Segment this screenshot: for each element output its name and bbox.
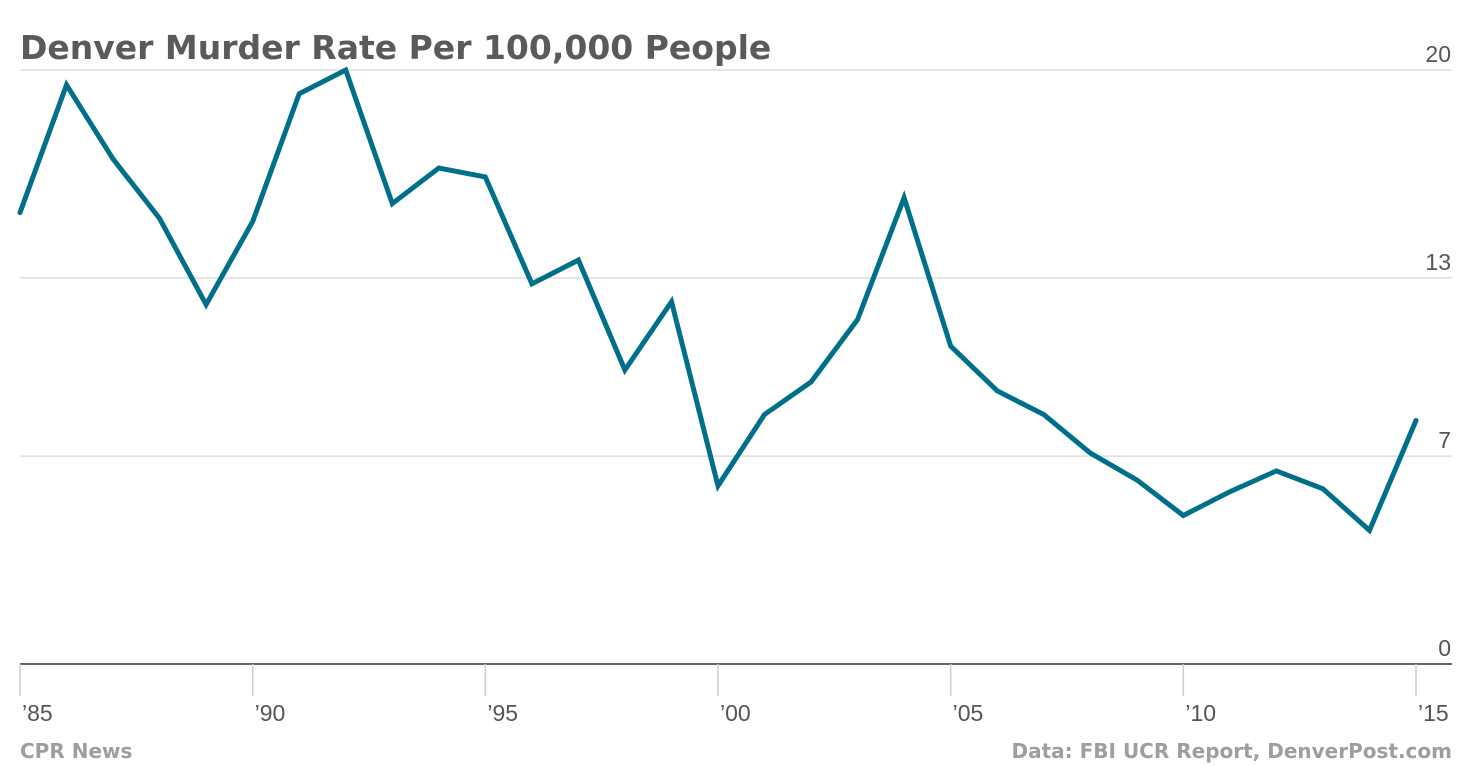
y-tick-label-20: 20 — [1425, 41, 1451, 67]
x-tick-label-2000: ’00 — [720, 700, 751, 726]
x-tick-label-1990: ’90 — [255, 700, 286, 726]
x-tick-label-2005: ’05 — [953, 700, 984, 726]
x-tick-label-1995: ’95 — [487, 700, 518, 726]
y-tick-label-7: 7 — [1438, 427, 1451, 453]
x-axis-ticks: ’85 ’90 ’95 ’00 ’05 ’10 ’15 — [19, 664, 1449, 726]
source-text: Data: FBI UCR Report, DenverPost.com — [1012, 739, 1452, 763]
x-tick-label-2010: ’10 — [1185, 700, 1216, 726]
y-tick-label-0: 0 — [1438, 635, 1451, 661]
credit-text: CPR News — [20, 739, 132, 763]
y-tick-label-13: 13 — [1425, 249, 1451, 275]
gridlines — [20, 69, 1452, 457]
x-tick-label-2015: ’15 — [1418, 700, 1449, 726]
series-layer — [17, 66, 1419, 535]
series-line-0 — [17, 66, 1419, 535]
y-axis-tick-labels: 0 7 13 20 — [1425, 41, 1451, 661]
x-tick-label-1985: ’85 — [22, 700, 53, 726]
chart-title: Denver Murder Rate Per 100,000 People — [20, 28, 771, 67]
